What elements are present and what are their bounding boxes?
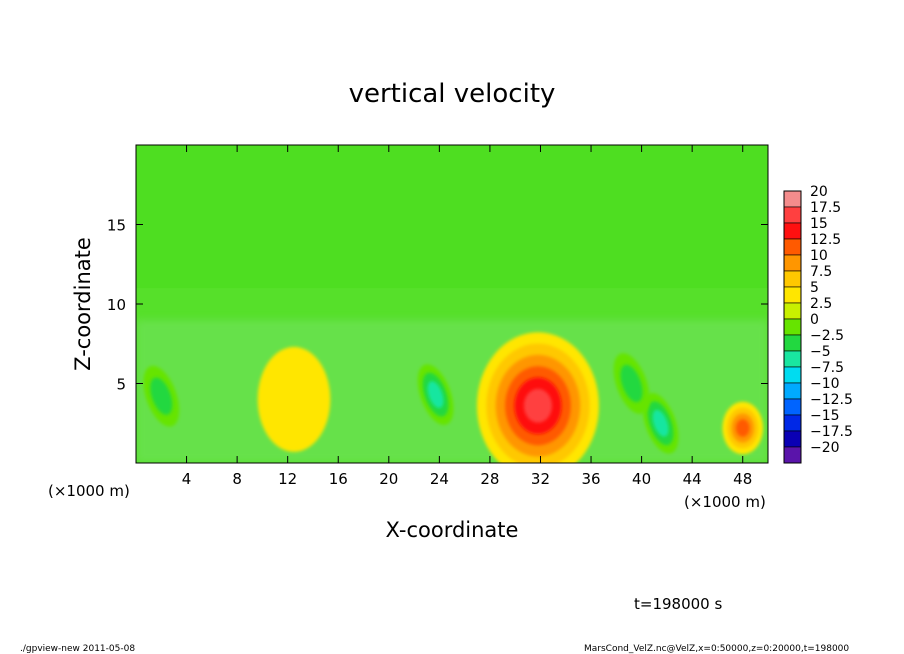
- plot-area: [136, 145, 768, 463]
- colorbar-swatch: [783, 382, 802, 400]
- x-tick-label: 44: [683, 470, 702, 488]
- colorbar-swatch: [783, 238, 802, 256]
- colorbar-label: 5: [810, 280, 819, 296]
- x-unit-right: (×1000 m): [684, 493, 766, 511]
- colorbar-label: 0: [810, 312, 819, 328]
- colorbar-label: 10: [810, 248, 828, 264]
- feature-2: [417, 364, 454, 425]
- footer-right: MarsCond_VelZ.nc@VelZ,x=0:50000,z=0:2000…: [584, 644, 849, 654]
- y-axis-label: Z-coordinate: [71, 237, 95, 371]
- colorbar-swatch: [783, 334, 802, 352]
- feature-0: [476, 332, 599, 463]
- x-tick-label: 4: [182, 470, 192, 488]
- colorbar: 2017.51512.5107.552.50−2.5−5−7.5−10−12.5…: [783, 184, 853, 464]
- colorbar-swatch: [783, 302, 802, 320]
- y-tick-label: 5: [116, 376, 126, 394]
- upper-layer: [136, 145, 768, 289]
- feature-3: [642, 392, 679, 454]
- y-tick-label: 10: [107, 296, 126, 314]
- colorbar-swatch: [783, 222, 802, 240]
- colorbar-label: 17.5: [810, 200, 841, 216]
- feature-1: [722, 401, 764, 455]
- x-tick-label: 32: [531, 470, 550, 488]
- colorbar-swatch: [783, 206, 802, 224]
- colorbar-label: 2.5: [810, 296, 832, 312]
- colorbar-swatch: [783, 286, 802, 304]
- colorbar-label: −15: [810, 408, 840, 424]
- colorbar-frame: [783, 190, 802, 464]
- x-tick-label: 20: [379, 470, 398, 488]
- colorbar-label: 7.5: [810, 264, 832, 280]
- colorbar-label: −2.5: [810, 328, 844, 344]
- colorbar-swatch: [783, 446, 802, 464]
- x-tick-label: 12: [278, 470, 297, 488]
- colorbar-swatch: [783, 366, 802, 384]
- footer-left: ./gpview-new 2011-05-08: [20, 644, 135, 654]
- colorbar-swatch: [783, 350, 802, 368]
- feature-6: [257, 346, 331, 452]
- x-unit-left: (×1000 m): [48, 482, 130, 500]
- colorbar-label: 20: [810, 184, 828, 200]
- x-tick-label: 24: [430, 470, 449, 488]
- x-axis-label: X-coordinate: [386, 518, 519, 542]
- colorbar-label: −7.5: [810, 360, 844, 376]
- x-tick-label: 48: [733, 470, 752, 488]
- colorbar-label: −12.5: [810, 392, 853, 408]
- feature-5: [613, 353, 650, 414]
- x-tick-label: 40: [632, 470, 651, 488]
- chart-title: vertical velocity: [349, 79, 556, 109]
- x-tick-label: 28: [480, 470, 499, 488]
- x-tick-label: 16: [329, 470, 348, 488]
- colorbar-swatch: [783, 190, 802, 208]
- colorbar-label: −20: [810, 440, 840, 456]
- x-tick-label: 8: [232, 470, 242, 488]
- x-tick-label: 36: [581, 470, 600, 488]
- x-axis: 4 8 12 16 20 24 28 32 36 40 44 48: [182, 145, 752, 488]
- field-features: [136, 145, 768, 463]
- colorbar-label: 12.5: [810, 232, 841, 248]
- feature-4: [143, 365, 180, 427]
- colorbar-swatch: [783, 414, 802, 432]
- colorbar-swatch: [783, 254, 802, 272]
- colorbar-label: −17.5: [810, 424, 853, 440]
- time-label: t=198000 s: [634, 595, 722, 613]
- colorbar-label: −10: [810, 376, 840, 392]
- colorbar-swatch: [783, 430, 802, 448]
- colorbar-label: −5: [810, 344, 831, 360]
- y-axis: 5 10 15: [107, 217, 768, 394]
- colorbar-swatch: [783, 270, 802, 288]
- colorbar-swatch: [783, 398, 802, 416]
- y-tick-label: 15: [107, 217, 126, 235]
- colorbar-label: 15: [810, 216, 828, 232]
- colorbar-swatch: [783, 318, 802, 336]
